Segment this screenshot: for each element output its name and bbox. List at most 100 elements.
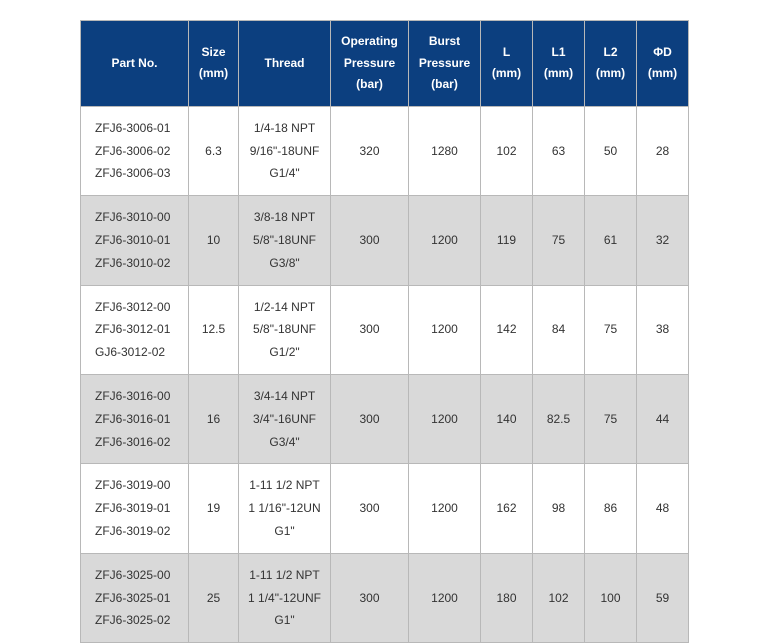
- cell-L2: 50: [585, 106, 637, 195]
- cell-L2: 61: [585, 196, 637, 285]
- partno-line: ZFJ6-3016-02: [95, 435, 170, 449]
- thread-line: 5/8"-18UNF: [253, 322, 316, 336]
- cell-thread: 3/4-14 NPT 3/4"-16UNF G3/4": [239, 374, 331, 463]
- cell-thread: 1/4-18 NPT 9/16"-18UNF G1/4": [239, 106, 331, 195]
- col-header-1: Size (mm): [189, 21, 239, 107]
- cell-size: 16: [189, 374, 239, 463]
- spec-table: Part No. Size (mm) Thread Operating Pressure…: [80, 20, 689, 643]
- col-label: L1: [551, 45, 565, 59]
- thread-line: 1-11 1/2 NPT: [249, 568, 319, 582]
- cell-L2: 100: [585, 553, 637, 642]
- cell-op-pressure: 300: [331, 464, 409, 553]
- cell-L1: 98: [533, 464, 585, 553]
- partno-line: ZFJ6-3016-01: [95, 412, 170, 426]
- header-row: Part No. Size (mm) Thread Operating Pressure…: [81, 21, 689, 107]
- cell-partno: ZFJ6-3012-00ZFJ6-3012-01GJ6-3012-02: [81, 285, 189, 374]
- partno-line: ZFJ6-3025-01: [95, 591, 170, 605]
- cell-D: 44: [637, 374, 689, 463]
- partno-line: ZFJ6-3010-02: [95, 256, 170, 270]
- col-label: Size: [201, 45, 225, 59]
- cell-thread: 3/8-18 NPT 5/8"-18UNF G3/8": [239, 196, 331, 285]
- partno-line: ZFJ6-3006-02: [95, 144, 170, 158]
- partno-line: ZFJ6-3012-00: [95, 300, 170, 314]
- thread-line: 3/4"-16UNF: [253, 412, 316, 426]
- thread-line: G1/2": [269, 345, 299, 359]
- col-header-6: L1(mm): [533, 21, 585, 107]
- cell-L1: 102: [533, 553, 585, 642]
- thread-line: 9/16"-18UNF: [250, 144, 320, 158]
- cell-thread: 1/2-14 NPT5/8"-18UNFG1/2": [239, 285, 331, 374]
- thread-line: 1-11 1/2 NPT: [249, 478, 319, 492]
- col-header-2: Thread: [239, 21, 331, 107]
- cell-partno: ZFJ6-3016-00 ZFJ6-3016-01 ZFJ6-3016-02: [81, 374, 189, 463]
- partno-line: ZFJ6-3010-01: [95, 233, 170, 247]
- table-header: Part No. Size (mm) Thread Operating Pressure…: [81, 21, 689, 107]
- cell-L2: 86: [585, 464, 637, 553]
- thread-line: 3/8-18 NPT: [254, 210, 315, 224]
- thread-line: G1": [274, 613, 294, 627]
- cell-burst-pressure: 1200: [409, 464, 481, 553]
- partno-line: GJ6-3012-02: [95, 345, 165, 359]
- cell-size: 6.3: [189, 106, 239, 195]
- partno-line: ZFJ6-3019-00: [95, 478, 170, 492]
- cell-size: 12.5: [189, 285, 239, 374]
- col-label: Thread: [264, 56, 304, 70]
- cell-L: 119: [481, 196, 533, 285]
- cell-L: 140: [481, 374, 533, 463]
- cell-L1: 63: [533, 106, 585, 195]
- col-header-8: ΦD (mm): [637, 21, 689, 107]
- table-row: ZFJ6-3012-00ZFJ6-3012-01GJ6-3012-0212.5 1…: [81, 285, 689, 374]
- thread-line: G1": [274, 524, 294, 538]
- thread-line: 1 1/4"-12UNF: [248, 591, 321, 605]
- col-label: ΦD: [653, 45, 672, 59]
- cell-D: 59: [637, 553, 689, 642]
- thread-line: 5/8"-18UNF: [253, 233, 316, 247]
- table-body: ZFJ6-3006-01ZFJ6-3006-02ZFJ6-3006-036.31…: [81, 106, 689, 642]
- col-unit: (bar): [431, 77, 458, 91]
- cell-op-pressure: 320: [331, 106, 409, 195]
- cell-burst-pressure: 1280: [409, 106, 481, 195]
- cell-L2: 75: [585, 285, 637, 374]
- cell-L: 142: [481, 285, 533, 374]
- col-header-4: Burst Pressure(bar): [409, 21, 481, 107]
- col-unit: (mm): [648, 66, 677, 80]
- col-label: L2: [603, 45, 617, 59]
- cell-op-pressure: 300: [331, 553, 409, 642]
- partno-line: ZFJ6-3006-01: [95, 121, 170, 135]
- partno-line: ZFJ6-3016-00: [95, 389, 170, 403]
- cell-burst-pressure: 1200: [409, 553, 481, 642]
- col-header-0: Part No.: [81, 21, 189, 107]
- col-header-7: L2 (mm): [585, 21, 637, 107]
- cell-op-pressure: 300: [331, 374, 409, 463]
- cell-L: 162: [481, 464, 533, 553]
- cell-D: 32: [637, 196, 689, 285]
- cell-L: 180: [481, 553, 533, 642]
- thread-line: 1/4-18 NPT: [254, 121, 315, 135]
- cell-thread: 1-11 1/2 NPT 1 1/4"-12UNF G1": [239, 553, 331, 642]
- thread-line: G1/4": [269, 166, 299, 180]
- col-label: Operating Pressure: [341, 34, 398, 70]
- partno-line: ZFJ6-3010-00: [95, 210, 170, 224]
- cell-partno: ZFJ6-3019-00ZFJ6-3019-01ZFJ6-3019-02: [81, 464, 189, 553]
- cell-op-pressure: 300: [331, 196, 409, 285]
- cell-size: 25: [189, 553, 239, 642]
- col-unit: (mm): [596, 66, 625, 80]
- thread-line: 1 1/16"-12UN: [248, 501, 320, 515]
- col-unit: (mm): [199, 66, 228, 80]
- thread-line: G3/8": [269, 256, 299, 270]
- col-header-3: Operating Pressure(bar): [331, 21, 409, 107]
- cell-size: 19: [189, 464, 239, 553]
- thread-line: G3/4": [269, 435, 299, 449]
- table-row: ZFJ6-3025-00ZFJ6-3025-01ZFJ6-3025-02251-…: [81, 553, 689, 642]
- thread-line: 3/4-14 NPT: [254, 389, 315, 403]
- table-row: ZFJ6-3010-00ZFJ6-3010-01ZFJ6-3010-02103/…: [81, 196, 689, 285]
- table-row: ZFJ6-3016-00ZFJ6-3016-01ZFJ6-3016-02163/…: [81, 374, 689, 463]
- cell-thread: 1-11 1/2 NPT 1 1/16"-12UN G1": [239, 464, 331, 553]
- cell-size: 10: [189, 196, 239, 285]
- partno-line: ZFJ6-3025-00: [95, 568, 170, 582]
- cell-partno: ZFJ6-3010-00 ZFJ6-3010-01 ZFJ6-3010-02: [81, 196, 189, 285]
- table-row: ZFJ6-3006-01ZFJ6-3006-02ZFJ6-3006-036.31…: [81, 106, 689, 195]
- col-header-5: L(mm): [481, 21, 533, 107]
- cell-partno: ZFJ6-3025-00ZFJ6-3025-01ZFJ6-3025-02: [81, 553, 189, 642]
- col-unit: (mm): [492, 66, 521, 80]
